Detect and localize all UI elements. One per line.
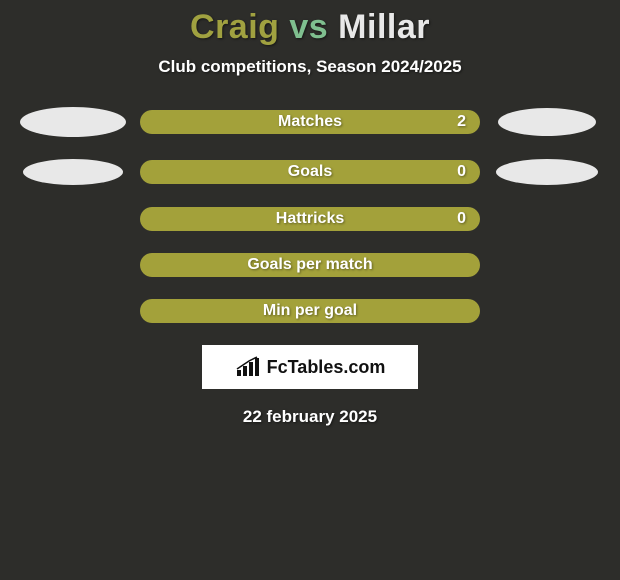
stat-value: 0 (457, 210, 466, 228)
date-text: 22 february 2025 (0, 407, 620, 427)
right-ellipse (496, 159, 598, 185)
stat-label: Min per goal (263, 302, 357, 320)
stat-bar: Hattricks 0 (140, 207, 480, 231)
stat-bar: Goals per match (140, 253, 480, 277)
title-vs: vs (289, 8, 328, 46)
subtitle: Club competitions, Season 2024/2025 (0, 57, 620, 77)
left-ellipse-slot (18, 159, 128, 185)
logo-chart-icon (235, 356, 261, 378)
logo-box: FcTables.com (202, 345, 418, 389)
stat-row: Goals 0 (8, 159, 612, 185)
title-player1: Craig (190, 8, 279, 46)
stat-row: Matches 2 (8, 107, 612, 137)
title-player2: Millar (338, 8, 430, 46)
stat-bar: Matches 2 (140, 110, 480, 134)
comparison-card: Craig vs Millar Club competitions, Seaso… (0, 0, 620, 427)
right-ellipse (498, 108, 596, 136)
right-ellipse-slot (492, 108, 602, 136)
right-ellipse-slot (492, 159, 602, 185)
stat-bar: Min per goal (140, 299, 480, 323)
left-ellipse-slot (18, 107, 128, 137)
left-ellipse (20, 107, 126, 137)
stat-value: 0 (457, 163, 466, 181)
stat-label: Hattricks (276, 210, 344, 228)
left-ellipse (23, 159, 123, 185)
stat-rows: Matches 2 Goals 0 Hattricks 0 Goals per match M… (0, 107, 620, 323)
stat-row: Min per goal (8, 299, 612, 323)
stat-row: Goals per match (8, 253, 612, 277)
stat-value: 2 (457, 113, 466, 131)
stat-label: Goals per match (247, 256, 372, 274)
stat-row: Hattricks 0 (8, 207, 612, 231)
stat-label: Matches (278, 113, 342, 131)
title: Craig vs Millar (0, 8, 620, 47)
stat-bar: Goals 0 (140, 160, 480, 184)
stat-label: Goals (288, 163, 332, 181)
logo-text: FcTables.com (267, 357, 386, 378)
